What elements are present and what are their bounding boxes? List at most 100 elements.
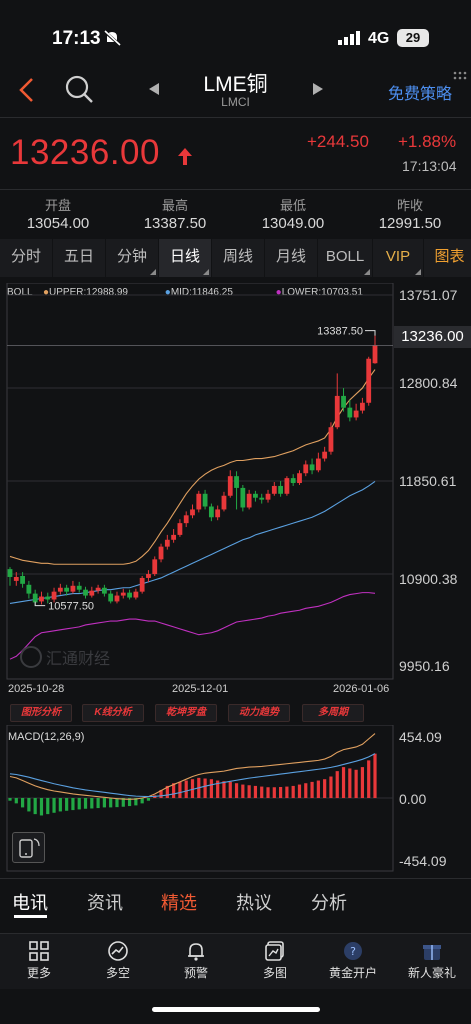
tab-daily[interactable]: 日线 [159, 239, 212, 277]
tab-vip[interactable]: VIP [373, 239, 424, 277]
svg-text:?: ? [350, 945, 356, 958]
nav-more[interactable]: 更多 [0, 940, 78, 984]
macd-bar [146, 798, 151, 801]
candle-body [360, 402, 365, 411]
macd-bar [203, 778, 207, 798]
dropdown-corner-icon [364, 269, 370, 275]
tab-five-day[interactable]: 五日 [53, 239, 106, 277]
candle-body [158, 546, 164, 560]
tab-chart[interactable]: 图表 [434, 248, 465, 265]
macd-chart[interactable] [0, 725, 400, 875]
feature-momentum[interactable]: 动力趋势 [228, 704, 290, 722]
next-arrow-icon[interactable] [312, 82, 324, 96]
macd-bar [39, 798, 44, 816]
gift-icon [423, 945, 441, 960]
legend-upper-dot: ● [42, 287, 50, 298]
account-icon: ? [344, 942, 362, 960]
nav-multi-chart[interactable]: 多图 [236, 940, 314, 984]
macd-bar [228, 781, 232, 798]
macd-bar [14, 798, 18, 804]
signal-icon [338, 31, 360, 45]
macd-bar [190, 779, 195, 798]
y-tick: 13751.07 [399, 287, 458, 303]
search-icon[interactable] [64, 74, 96, 106]
tab-minute[interactable]: 分钟 [106, 239, 159, 277]
current-price-tag: 13236.00 [394, 326, 471, 348]
macd-bar [348, 768, 352, 798]
candle-body [227, 476, 233, 496]
boll-lower-line [9, 592, 376, 660]
stat-open-label: 开盘 [44, 198, 71, 213]
macd-bar [165, 785, 169, 798]
legend-boll: BOLL [7, 287, 33, 298]
candle-body [20, 575, 25, 584]
macd-bar [316, 780, 320, 798]
macd-bar [279, 786, 283, 798]
nav-long-short[interactable]: 多空 [79, 940, 157, 984]
macd-bar [360, 767, 365, 798]
feature-pattern-analysis[interactable]: 图形分析 [10, 704, 72, 722]
watermark-logo-icon [20, 646, 42, 668]
tab-featured[interactable]: 精选 [161, 893, 197, 913]
page-subtitle: LMCI [221, 95, 250, 109]
nav-new-user-gift[interactable]: 新人豪礼 [393, 940, 471, 984]
candle-body [284, 478, 290, 494]
tab-timeshare[interactable]: 分时 [0, 239, 53, 277]
nav-gold-account[interactable]: ? 黄金开户 [314, 940, 392, 984]
candle-body [234, 476, 239, 488]
feature-multi-period[interactable]: 多周期 [302, 704, 364, 722]
tab-monthly[interactable]: 月线 [265, 239, 318, 277]
tab-weekly[interactable]: 周线 [212, 239, 265, 277]
stat-high-value: 13387.50 [143, 215, 207, 232]
candlestick-chart[interactable]: 13387.50 10577.50 [0, 283, 471, 703]
candle-body [70, 585, 76, 592]
candle-body [334, 395, 340, 428]
prev-arrow-icon[interactable] [148, 82, 160, 96]
dropdown-corner-icon [203, 269, 209, 275]
tab-telegraph[interactable]: 电讯 [12, 893, 48, 913]
macd-lines [9, 733, 376, 800]
candle-body [51, 591, 57, 600]
quote-time: 17:13:04 [402, 158, 457, 174]
macd-bar [71, 798, 75, 811]
tab-analysis[interactable]: 分析 [311, 893, 347, 913]
macd-bar [58, 798, 62, 812]
active-tab-indicator [14, 915, 47, 918]
macd-bar [184, 780, 188, 798]
bottom-toolbar [0, 933, 471, 989]
feature-compass[interactable]: 乾坤罗盘 [155, 704, 217, 722]
back-icon[interactable] [16, 76, 36, 104]
tab-news[interactable]: 资讯 [87, 893, 123, 913]
home-indicator [152, 1007, 320, 1012]
candle-body [309, 464, 315, 471]
bell-icon [188, 943, 204, 961]
free-strategy-link[interactable]: 免费策略 [388, 86, 453, 103]
min-marker [34, 601, 46, 607]
tab-boll[interactable]: BOLL [318, 239, 373, 277]
nav-alert[interactable]: 预警 [157, 940, 235, 984]
current-price: 13236.00 [10, 133, 160, 172]
macd-bar [216, 780, 220, 798]
candle-body [164, 539, 170, 547]
landscape-toggle-button[interactable] [12, 832, 45, 863]
divider [0, 878, 471, 879]
tab-discussion[interactable]: 热议 [236, 893, 272, 913]
y-tick: 10900.38 [399, 571, 458, 587]
feature-kline-analysis[interactable]: K线分析 [82, 704, 144, 722]
candle-body [278, 485, 284, 494]
candle-body [353, 410, 359, 418]
macd-bar [8, 798, 12, 801]
stat-open-value: 13054.00 [26, 215, 90, 232]
macd-bar [234, 783, 239, 798]
macd-bar [297, 784, 302, 798]
stat-high-label: 最高 [161, 198, 188, 213]
period-tabs: 分时 五日 分钟 日线 周线 月线 BOLL VIP 图表 [0, 239, 471, 277]
macd-bar [115, 798, 119, 808]
candles [7, 330, 378, 606]
candle-body [315, 458, 321, 471]
macd-y-tick: -454.09 [399, 853, 447, 869]
macd-y-tick: 0.00 [399, 791, 427, 807]
candle-body [89, 590, 95, 596]
grip-icon [453, 71, 467, 80]
macd-bar [266, 787, 270, 798]
